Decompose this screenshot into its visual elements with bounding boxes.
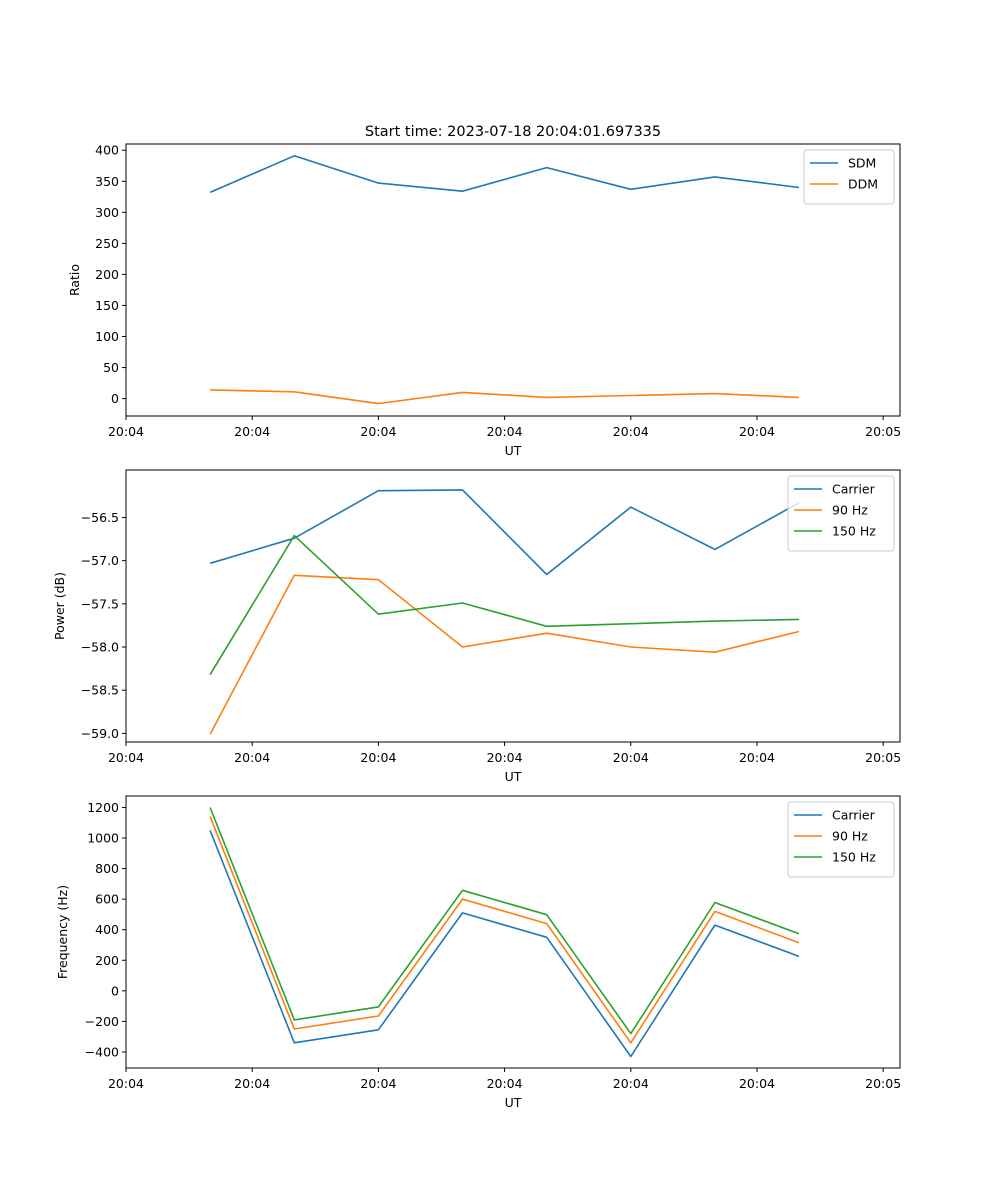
x-tick-label: 20:04 [108,1076,144,1091]
x-tick-label: 20:04 [739,1076,775,1091]
x-tick-label: 20:04 [613,750,649,765]
x-tick-label: 20:04 [360,1076,396,1091]
y-tick-label: 600 [95,892,119,907]
x-tick-label: 20:04 [360,750,396,765]
y-tick-label: −57.0 [81,553,119,568]
y-tick-label: −59.0 [81,726,119,741]
x-tick-label: 20:04 [360,424,396,439]
y-tick-label: 350 [95,174,119,189]
legend: Carrier 90 Hz 150 Hz [787,475,895,552]
y-axis-label: Power (dB) [52,572,67,640]
legend: SDM DDM [803,149,895,205]
chart-panel-1: 0 50 100 150 200 250 300 350 400 20:04 20:04 20:04 2… [67,143,901,458]
y-tick-label: −200 [85,1014,119,1029]
y-axis-label: Frequency (Hz) [55,885,70,979]
y-tick-label: 300 [95,205,119,220]
series-line-150-hz [209,534,800,676]
legend-label: 90 Hz [832,503,868,518]
y-tick-label: 400 [95,922,119,937]
axes-frame [125,469,901,743]
y-tick-label: 800 [95,861,119,876]
legend: Carrier 90 Hz 150 Hz [787,801,895,878]
y-tick-label: 150 [95,298,119,313]
axes-frame [125,143,901,417]
x-tick-label: 20:04 [487,1076,523,1091]
chart-panel-2: −59.0 −58.5 −58.0 −57.5 −57.0 −56.5 20:04 20:04… [52,469,901,784]
y-tick-label: 200 [95,267,119,282]
series-line-sdm [209,155,800,194]
legend-label: SDM [848,156,876,171]
x-axis-label: UT [505,1095,522,1110]
x-tick-label: 20:05 [865,1076,901,1091]
y-tick-label: 1000 [87,831,119,846]
series-line-90-hz [209,816,800,1044]
y-axis-label: Ratio [67,264,82,296]
x-tick-label: 20:05 [865,424,901,439]
x-axis-label: UT [505,769,522,784]
series-line-150-hz [209,807,800,1035]
legend-box [787,801,895,878]
series-line-90-hz [209,574,800,735]
x-axis-label: UT [505,443,522,458]
series-line-carrier [209,489,800,576]
y-tick-label: 1200 [87,800,119,815]
y-tick-label: −56.5 [81,510,119,525]
series-line-ddm [210,389,800,405]
legend-label: DDM [848,177,878,192]
x-tick-label: 20:04 [613,1076,649,1091]
y-tick-label: 0 [111,983,119,998]
y-tick-label: 50 [103,360,119,375]
x-tick-label: 20:04 [739,750,775,765]
legend-label: Carrier [832,808,876,823]
y-tick-label: −400 [85,1044,119,1059]
y-tick-label: 0 [111,391,119,406]
legend-label: 90 Hz [832,829,868,844]
y-tick-label: 200 [95,953,119,968]
y-tick-label: 100 [95,329,119,344]
chart-panel-3: −400 −200 0 200 400 600 800 1000 1200 20:04 20:04 2… [55,795,901,1110]
y-tick-label: −57.5 [81,596,119,611]
legend-box [787,475,895,552]
x-tick-label: 20:05 [865,750,901,765]
x-tick-label: 20:04 [108,424,144,439]
y-tick-label: 400 [95,143,119,158]
y-tick-label: −58.0 [81,640,119,655]
x-tick-label: 20:04 [739,424,775,439]
legend-label: 150 Hz [832,850,876,865]
series-line-carrier [209,830,800,1058]
y-tick-label: −58.5 [81,683,119,698]
y-tick-label: 250 [95,236,119,251]
legend-label: 150 Hz [832,524,876,539]
x-tick-label: 20:04 [234,750,270,765]
x-tick-label: 20:04 [487,424,523,439]
figure-title: Start time: 2023-07-18 20:04:01.697335 [365,124,661,140]
charts: 0 50 100 150 200 250 300 350 400 20:04 20:04 20:04 2… [52,143,901,1110]
x-tick-label: 20:04 [613,424,649,439]
legend-label: Carrier [832,482,876,497]
axes-frame [125,795,901,1069]
x-tick-label: 20:04 [108,750,144,765]
x-tick-label: 20:04 [234,1076,270,1091]
x-tick-label: 20:04 [487,750,523,765]
x-tick-label: 20:04 [234,424,270,439]
